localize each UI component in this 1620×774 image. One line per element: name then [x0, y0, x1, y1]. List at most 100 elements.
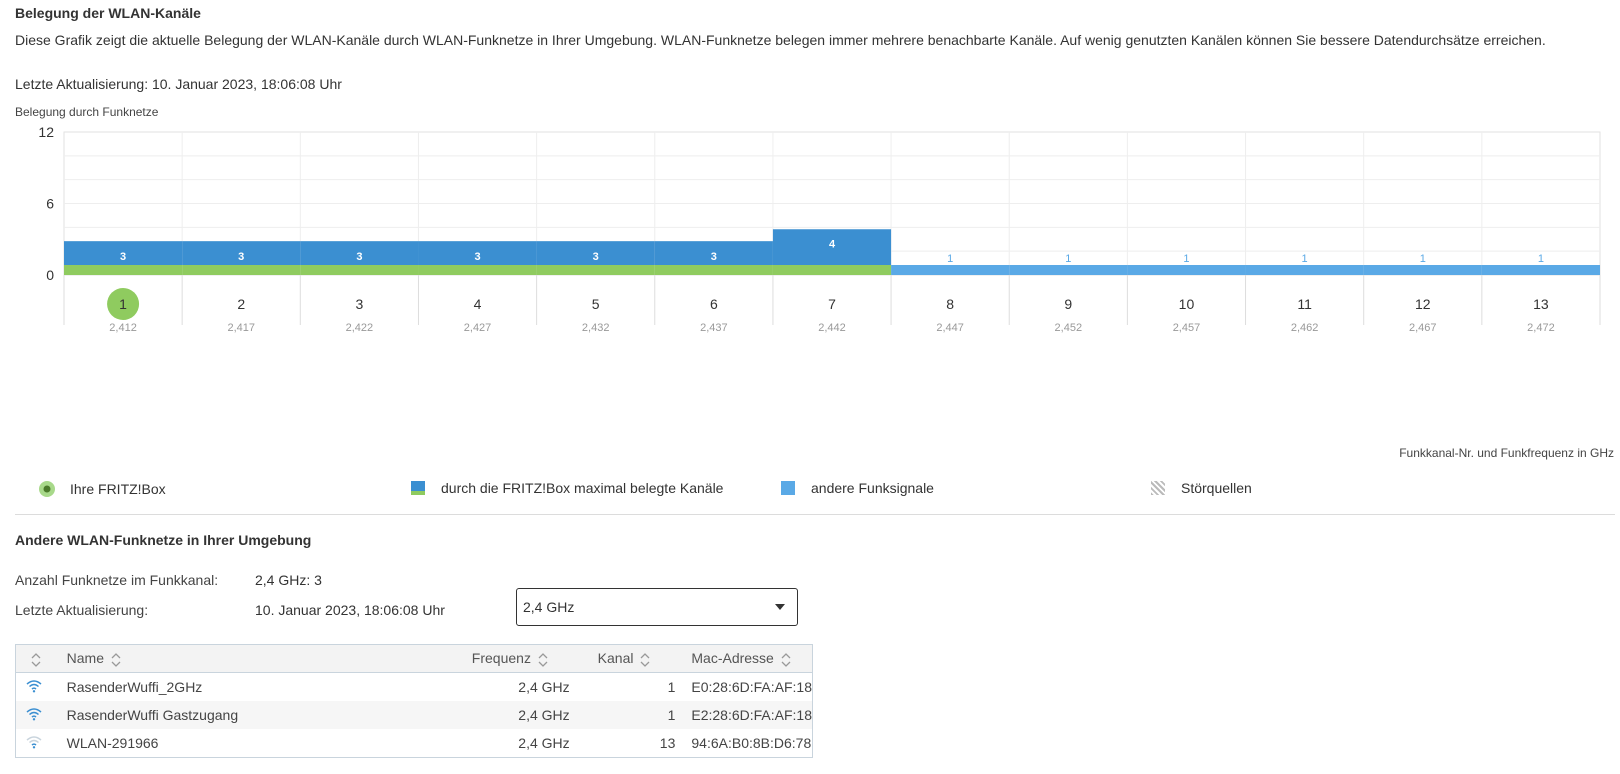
- column-frequency-label: Frequenz: [471, 650, 531, 667]
- frequency-label: 2,437: [700, 322, 728, 334]
- table-row[interactable]: RasenderWuffi Gastzugang 2,4 GHz 1 E2:28…: [15, 701, 813, 729]
- own-band-segment: [300, 265, 419, 275]
- frequency-label: 2,442: [818, 322, 846, 334]
- wifi-signal-cell: [16, 729, 67, 758]
- legend-interference: Störquellen: [1151, 480, 1252, 496]
- wifi-signal-icon: [26, 707, 42, 720]
- x-tick-label: 6: [710, 296, 718, 312]
- column-frequency-header[interactable]: Frequenz: [471, 644, 570, 673]
- networks-table: Name Frequenz Kanal Mac-Adresse: [15, 644, 813, 758]
- x-tick-label: 1: [119, 296, 127, 312]
- bar-value-label: 3: [474, 251, 480, 263]
- column-channel-header[interactable]: Kanal: [569, 644, 676, 673]
- y-tick-label: 0: [46, 267, 54, 283]
- legend-interference-label: Störquellen: [1181, 480, 1252, 496]
- count-label: Anzahl Funknetze im Funkkanal:: [15, 572, 219, 588]
- legend-max-channels-label: durch die FRITZ!Box maximal belegte Kanä…: [441, 480, 724, 496]
- x-tick-label: 9: [1064, 296, 1072, 312]
- frequency-label: 2,452: [1055, 322, 1083, 334]
- x-tick-label: 12: [1415, 296, 1431, 312]
- table-header-row: Name Frequenz Kanal Mac-Adresse: [15, 644, 813, 673]
- network-frequency: 2,4 GHz: [518, 735, 570, 751]
- bar-value-label: 1: [1065, 253, 1071, 265]
- column-name-header[interactable]: Name: [66, 644, 472, 673]
- own-band-segment: [418, 265, 537, 275]
- sort-all-header[interactable]: [15, 644, 67, 673]
- x-tick-label: 3: [355, 296, 363, 312]
- sort-arrows-icon[interactable]: [781, 652, 791, 667]
- sort-arrows-icon[interactable]: [31, 652, 41, 667]
- x-tick-label: 11: [1297, 296, 1312, 312]
- network-channel: 1: [569, 701, 676, 729]
- bar-other-signals: [1481, 265, 1600, 275]
- update-label: Letzte Aktualisierung:: [15, 602, 149, 618]
- x-tick-label: 10: [1179, 296, 1195, 312]
- x-tick-label: 4: [474, 296, 482, 312]
- bar-other-signals: [1127, 265, 1246, 275]
- legend-other-signals: andere Funksignale: [781, 480, 934, 496]
- own-band-segment: [536, 265, 655, 275]
- frequency-label: 2,412: [109, 322, 137, 334]
- x-tick-label: 2: [237, 296, 245, 312]
- fritzbox-marker-icon: [39, 481, 55, 497]
- column-mac-label: Mac-Adresse: [691, 650, 774, 667]
- frequency-label: 2,467: [1409, 322, 1437, 334]
- network-mac: 94:6A:B0:8B:D6:78: [691, 735, 812, 751]
- legend-fritzbox-label: Ihre FRITZ!Box: [70, 481, 166, 497]
- bar-max-channels: [64, 241, 183, 265]
- sort-arrows-icon[interactable]: [538, 652, 548, 667]
- divider: [15, 514, 1615, 515]
- bar-value-label: 3: [593, 251, 599, 263]
- interference-swatch-icon: [1151, 481, 1165, 495]
- wifi-signal-icon: [26, 735, 42, 748]
- bar-value-label: 4: [829, 238, 836, 250]
- update-value: 10. Januar 2023, 18:06:08 Uhr: [255, 602, 445, 618]
- column-channel-label: Kanal: [597, 650, 634, 667]
- band-select-value: 2,4 GHz: [523, 599, 575, 615]
- sort-arrows-icon[interactable]: [640, 652, 650, 667]
- table-row[interactable]: WLAN-291966 2,4 GHz 13 94:6A:B0:8B:D6:78: [16, 729, 813, 758]
- network-name: RasenderWuffi Gastzugang: [66, 701, 472, 729]
- network-mac: E0:28:6D:FA:AF:18: [691, 679, 812, 695]
- networks-title: Andere WLAN-Funknetze in Ihrer Umgebung: [15, 532, 312, 548]
- y-tick-label: 6: [46, 196, 54, 212]
- table-row[interactable]: RasenderWuffi_2GHz 2,4 GHz 1 E0:28:6D:FA…: [16, 673, 813, 702]
- count-value: 2,4 GHz: 3: [255, 572, 322, 588]
- frequency-label: 2,462: [1291, 322, 1319, 334]
- wifi-signal-icon: [26, 679, 42, 692]
- bar-value-label: 1: [1420, 253, 1426, 265]
- bar-other-signals: [1009, 265, 1128, 275]
- bar-max-channels: [536, 241, 655, 265]
- x-tick-label: 13: [1533, 296, 1549, 312]
- bar-max-channels: [654, 241, 773, 265]
- own-band-segment: [654, 265, 773, 275]
- bar-value-label: 1: [1183, 253, 1189, 265]
- frequency-label: 2,472: [1527, 322, 1555, 334]
- sort-arrows-icon[interactable]: [111, 652, 121, 667]
- own-channel-marker: [107, 288, 140, 320]
- network-mac: E2:28:6D:FA:AF:18: [675, 701, 813, 729]
- max-channels-swatch-icon: [411, 481, 425, 495]
- bar-value-label: 3: [356, 251, 362, 263]
- frequency-label: 2,432: [582, 322, 610, 334]
- frequency-label: 2,447: [936, 322, 964, 334]
- frequency-label: 2,457: [1173, 322, 1201, 334]
- frequency-label: 2,427: [464, 322, 492, 334]
- column-mac-header[interactable]: Mac-Adresse: [675, 644, 813, 673]
- network-frequency: 2,4 GHz: [471, 701, 570, 729]
- network-channel: 13: [659, 735, 676, 751]
- column-name-label: Name: [66, 650, 104, 667]
- band-select[interactable]: 2,4 GHz: [516, 588, 798, 626]
- x-tick-label: 8: [946, 296, 954, 312]
- bar-value-label: 1: [947, 253, 953, 265]
- legend-other-signals-label: andere Funksignale: [811, 480, 934, 496]
- intro-text: Diese Grafik zeigt die aktuelle Belegung…: [15, 32, 1546, 48]
- bar-value-label: 3: [711, 251, 717, 263]
- chevron-down-icon[interactable]: [775, 604, 785, 610]
- bar-max-channels: [300, 241, 419, 265]
- legend-max-channels: durch die FRITZ!Box maximal belegte Kanä…: [411, 480, 723, 496]
- network-channel: 1: [667, 679, 676, 695]
- frequency-label: 2,417: [227, 322, 255, 334]
- bar-other-signals: [1363, 265, 1482, 275]
